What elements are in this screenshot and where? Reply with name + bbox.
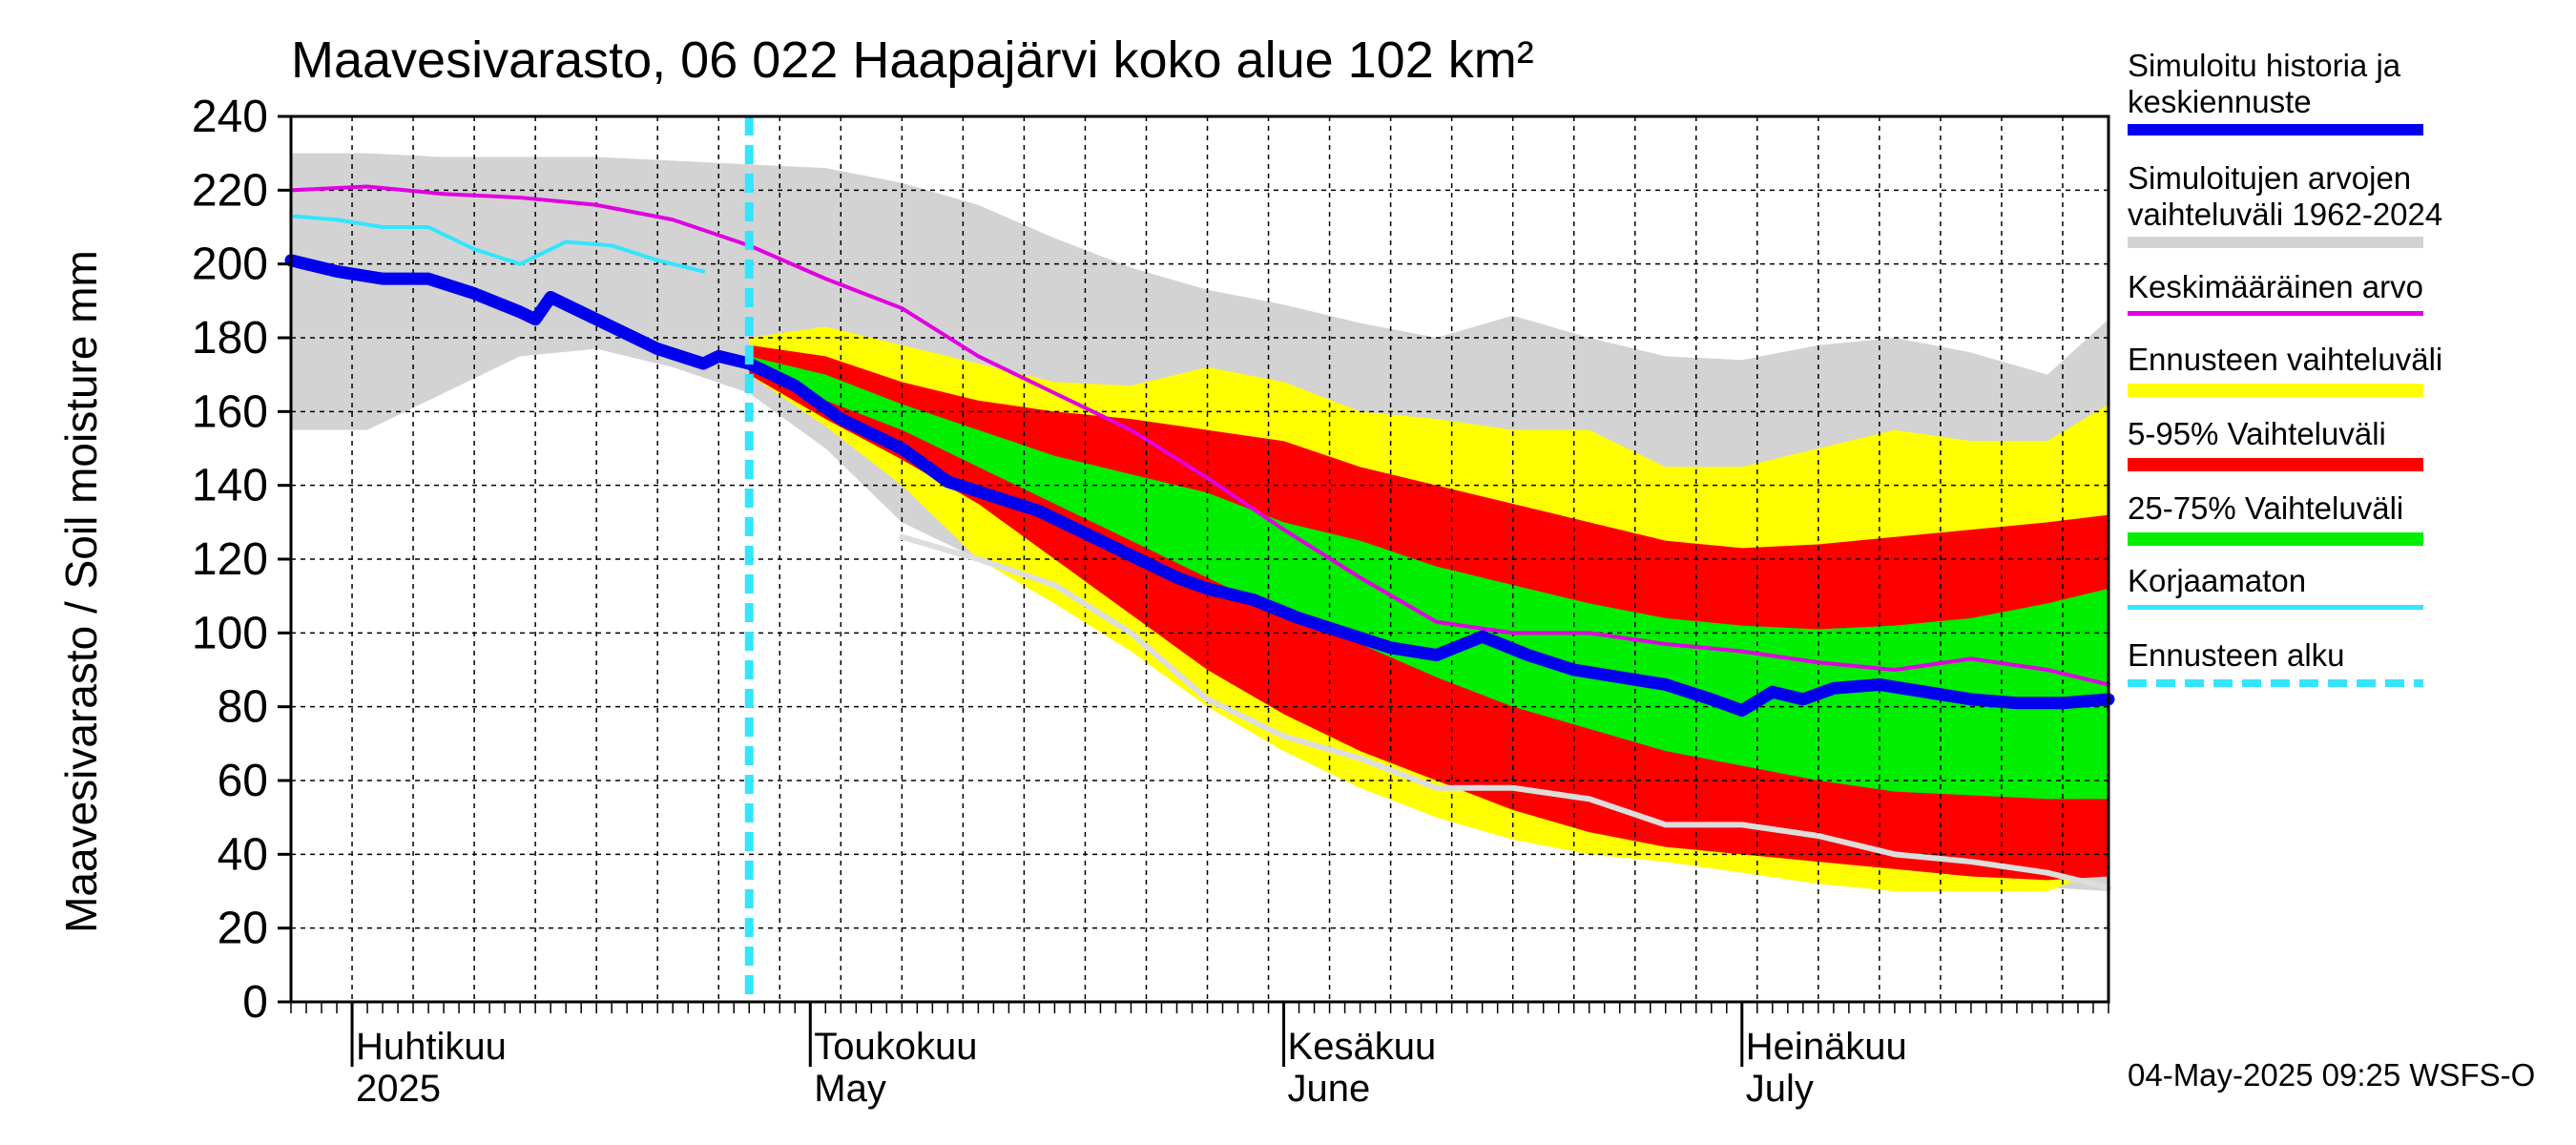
legend-label: Ennusteen vaihteluväli <box>2128 342 2443 377</box>
legend-swatch <box>2128 679 2423 687</box>
legend-label: Simuloitujen arvojen vaihteluväli 1962-2… <box>2128 160 2443 232</box>
month-sublabel: July <box>1746 1068 1814 1110</box>
legend-label: Korjaamaton <box>2128 563 2307 598</box>
y-tick-label: 60 <box>218 756 268 806</box>
month-label: Heinäkuu <box>1746 1026 1907 1068</box>
timestamp-footer: 04-May-2025 09:25 WSFS-O <box>2128 1057 2536 1093</box>
chart-axes <box>289 114 2110 1013</box>
y-tick-label: 240 <box>192 92 268 142</box>
legend-swatch <box>2128 311 2423 316</box>
y-tick-label: 80 <box>218 682 268 733</box>
series-line-3 <box>284 254 2115 718</box>
legend-swatch <box>2128 124 2423 135</box>
y-tick-label: 0 <box>242 977 268 1028</box>
month-sublabel: June <box>1288 1068 1371 1110</box>
legend-item-median: Simuloitu historia ja keskiennuste <box>2128 48 2547 135</box>
legend-swatch <box>2128 458 2423 471</box>
y-axis-ticks: 0 20 40 60 80 100 120 140 160 180 200 220 240 <box>192 92 291 1028</box>
month-sublabel: 2025 <box>356 1068 441 1110</box>
month-label: Kesäkuu <box>1288 1026 1437 1068</box>
y-tick-label: 160 <box>192 386 268 437</box>
legend-label: 5-95% Vaihteluväli <box>2128 416 2386 451</box>
legend-item-5-95: 5-95% Vaihteluväli <box>2128 416 2547 471</box>
y-tick-label: 120 <box>192 534 268 585</box>
y-tick-label: 200 <box>192 239 268 290</box>
series-line-2 <box>899 533 2111 891</box>
y-tick-label: 140 <box>192 461 268 511</box>
legend-swatch <box>2128 237 2423 248</box>
series-line-0 <box>289 184 2110 687</box>
month-sublabel: May <box>814 1068 886 1110</box>
legend-label: Ennusteen alku <box>2128 637 2345 673</box>
y-tick-label: 180 <box>192 313 268 364</box>
legend-item-forecast-range: Ennusteen vaihteluväli <box>2128 342 2547 397</box>
legend-swatch <box>2128 605 2423 610</box>
y-tick-label: 100 <box>192 608 268 658</box>
legend-item-history-range: Simuloitujen arvojen vaihteluväli 1962-2… <box>2128 160 2547 248</box>
chart-lines <box>284 116 2115 1002</box>
legend-label: Simuloitu historia ja keskiennuste <box>2128 48 2401 119</box>
series-line-1 <box>289 214 706 274</box>
legend-label: Keskimääräinen arvo <box>2128 269 2423 304</box>
y-axis-label: Maavesivarasto / Soil moisture mm <box>56 250 106 933</box>
legend-swatch <box>2128 384 2423 397</box>
y-tick-label: 40 <box>218 829 268 880</box>
legend-item-mean: Keskimääräinen arvo <box>2128 269 2547 316</box>
month-label: Huhtikuu <box>356 1026 507 1068</box>
legend-swatch <box>2128 532 2423 546</box>
y-tick-label: 220 <box>192 165 268 216</box>
month-label: Toukokuu <box>814 1026 977 1068</box>
chart-title: Maavesivarasto, 06 022 Haapajärvi koko a… <box>291 31 1534 89</box>
y-tick-label: 20 <box>218 904 268 954</box>
legend-item-forecast-start: Ennusteen alku <box>2128 637 2547 687</box>
legend-label: 25-75% Vaihteluväli <box>2128 490 2404 526</box>
legend-item-uncorrected: Korjaamaton <box>2128 563 2547 610</box>
legend-item-25-75: 25-75% Vaihteluväli <box>2128 490 2547 546</box>
